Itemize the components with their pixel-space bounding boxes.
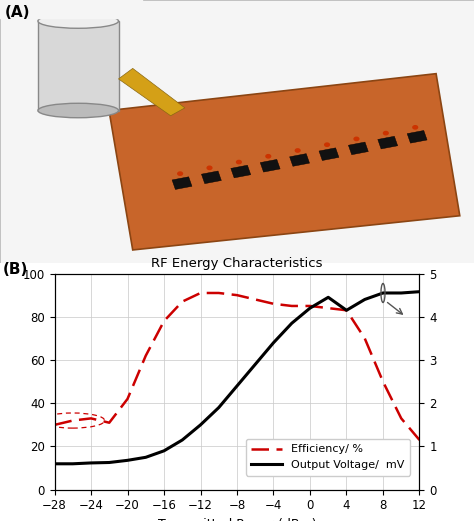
Output Voltage/  mV [198,422,203,428]
Polygon shape [319,148,339,160]
Efficiency/ % [417,437,422,443]
Efficiency/ % [216,290,222,296]
Output Voltage/  mV [344,307,349,314]
Output Voltage/  mV [289,320,294,326]
Output Voltage/  mV [234,383,240,389]
X-axis label: Transmitted Power (dBm): Transmitted Power (dBm) [158,518,316,521]
Output Voltage/  mV [88,460,94,466]
Ellipse shape [38,14,118,28]
Ellipse shape [236,160,242,165]
Title: RF Energy Characteristics: RF Energy Characteristics [151,256,323,269]
Ellipse shape [324,142,330,147]
Polygon shape [348,142,368,155]
Efficiency/ % [289,303,294,309]
Polygon shape [109,73,460,250]
Ellipse shape [207,166,212,170]
Output Voltage/  mV [125,457,130,464]
Polygon shape [38,21,118,110]
Efficiency/ % [362,336,368,342]
Output Voltage/  mV [417,289,422,295]
Output Voltage/  mV [106,460,112,466]
Output Voltage/  mV [52,461,57,467]
Polygon shape [231,165,251,178]
Text: (B): (B) [2,262,28,277]
Output Voltage/  mV [143,454,149,461]
Output Voltage/  mV [70,461,76,467]
Efficiency/ % [326,305,331,311]
Efficiency/ % [70,417,76,424]
Efficiency/ % [398,415,404,421]
Ellipse shape [353,137,359,141]
Efficiency/ % [106,419,112,426]
Ellipse shape [294,148,301,153]
Efficiency/ % [198,290,203,296]
Output Voltage/  mV [380,290,386,296]
Efficiency/ % [125,396,130,402]
Ellipse shape [177,171,183,176]
Ellipse shape [265,154,272,159]
Efficiency/ % [88,415,94,421]
Efficiency/ % [161,318,167,324]
Efficiency/ % [234,292,240,298]
Efficiency/ % [52,422,57,428]
Line: Efficiency/ %: Efficiency/ % [55,293,419,440]
Ellipse shape [383,131,389,135]
Efficiency/ % [271,301,276,307]
Efficiency/ % [344,307,349,314]
Ellipse shape [412,125,418,130]
Polygon shape [290,154,310,166]
Polygon shape [260,159,280,172]
Polygon shape [378,137,398,149]
Efficiency/ % [143,353,149,359]
Efficiency/ % [179,299,185,305]
Efficiency/ % [307,303,313,309]
Polygon shape [118,68,185,116]
Output Voltage/  mV [216,404,222,411]
Output Voltage/  mV [362,296,368,303]
Polygon shape [172,177,192,190]
Line: Output Voltage/  mV: Output Voltage/ mV [55,292,419,464]
Ellipse shape [38,103,118,118]
Output Voltage/  mV [271,340,276,346]
Efficiency/ % [252,296,258,303]
Output Voltage/  mV [252,361,258,367]
Text: (A): (A) [5,5,30,20]
Output Voltage/  mV [161,448,167,454]
Polygon shape [201,171,221,183]
Legend: Efficiency/ %, Output Voltage/  mV: Efficiency/ %, Output Voltage/ mV [246,439,410,476]
Efficiency/ % [380,378,386,384]
Polygon shape [407,130,427,143]
Output Voltage/  mV [326,294,331,301]
Output Voltage/  mV [307,305,313,311]
Output Voltage/  mV [398,290,404,296]
Output Voltage/  mV [179,437,185,443]
